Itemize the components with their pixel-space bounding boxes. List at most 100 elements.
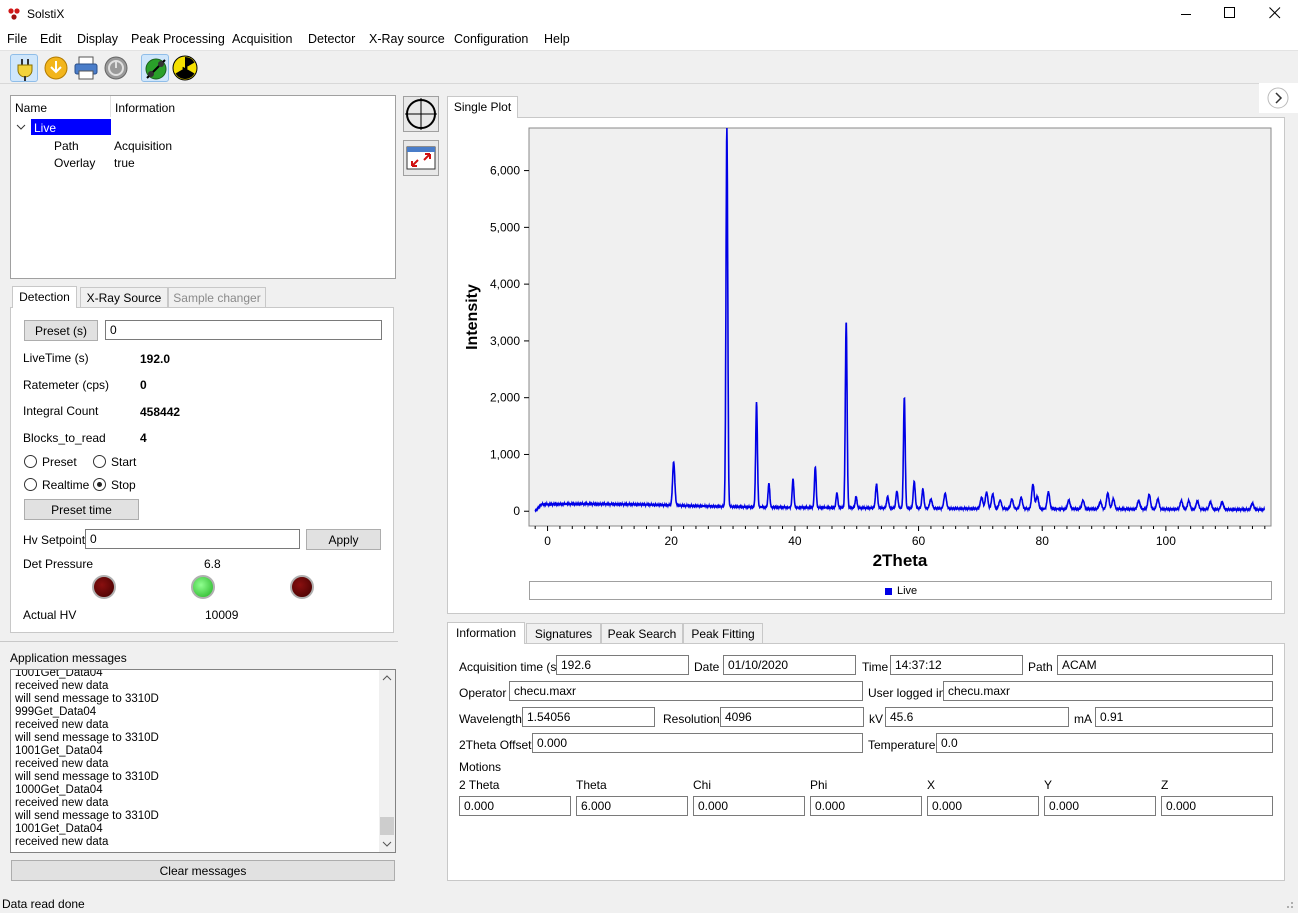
status-led-left <box>92 575 116 599</box>
motion-field[interactable]: 0.000 <box>459 796 571 816</box>
tree-row-info: Acquisition <box>114 139 173 153</box>
message-line: received new data <box>15 719 109 731</box>
status-bar: Data read done <box>0 894 1298 913</box>
tab-information[interactable]: Information <box>447 622 525 644</box>
preset-time-button[interactable]: Preset time <box>24 499 139 520</box>
livetime-value: 192.0 <box>140 352 171 366</box>
menu-edit[interactable]: Edit <box>40 32 62 46</box>
y-tick-label: 6,000 <box>490 164 520 178</box>
date-label: Date <box>694 660 720 674</box>
ma-field[interactable]: 0.91 <box>1095 707 1273 727</box>
tab-peak-fitting[interactable]: Peak Fitting <box>683 623 763 644</box>
integral-count-value: 458442 <box>140 405 181 419</box>
offset-field[interactable]: 0.000 <box>532 733 863 753</box>
tab-detection[interactable]: Detection <box>12 286 77 308</box>
offset-label: 2Theta Offset <box>459 738 532 752</box>
resolution-field[interactable]: 4096 <box>720 707 864 727</box>
stop-radio[interactable] <box>93 478 106 491</box>
tab-single-plot[interactable]: Single Plot <box>447 96 518 118</box>
motion-field[interactable]: 0.000 <box>810 796 922 816</box>
tab-peak-search[interactable]: Peak Search <box>601 623 683 644</box>
maximize-icon[interactable] <box>1223 6 1237 20</box>
wavelength-field[interactable]: 1.54056 <box>522 707 655 727</box>
realtime-radio[interactable] <box>24 478 37 491</box>
expand-window-button[interactable] <box>403 140 439 176</box>
power-button[interactable] <box>102 54 130 82</box>
ratemeter-label: Ratemeter (cps) <box>23 378 110 392</box>
menu-xray-source[interactable]: X-Ray source <box>369 32 445 46</box>
tree-row-info: true <box>114 156 135 170</box>
scroll-thumb[interactable] <box>380 817 394 835</box>
x-tick-label: 20 <box>665 534 679 548</box>
tree-root-live[interactable]: Live <box>31 119 111 135</box>
tab-signatures[interactable]: Signatures <box>526 623 601 644</box>
power-icon <box>104 56 128 80</box>
scroll-down-icon[interactable] <box>382 840 392 848</box>
y-tick-label: 5,000 <box>490 220 520 234</box>
close-icon[interactable] <box>1268 6 1282 20</box>
motion-field[interactable]: 6.000 <box>576 796 688 816</box>
motion-field[interactable]: 0.000 <box>693 796 805 816</box>
message-line: will send message to 3310D <box>15 732 159 744</box>
status-led-center <box>191 575 215 599</box>
chevron-right-icon[interactable] <box>1266 86 1290 110</box>
x-tick-label: 0 <box>544 534 551 548</box>
properties-tree: Name Information Live Path Acquisition O… <box>10 95 396 279</box>
y-tick-label: 2,000 <box>490 391 520 405</box>
message-line: will send message to 3310D <box>15 693 159 705</box>
side-expand[interactable] <box>1259 83 1298 113</box>
start-radio[interactable] <box>93 455 106 468</box>
download-icon <box>44 56 68 80</box>
radiation-button[interactable] <box>171 54 199 82</box>
chevron-down-icon[interactable] <box>16 122 26 132</box>
user-logged-field[interactable]: checu.maxr <box>943 681 1273 701</box>
messages-scrollbar[interactable] <box>379 670 395 852</box>
time-field[interactable]: 14:37:12 <box>890 655 1023 675</box>
y-tick-label: 1,000 <box>490 447 520 461</box>
menu-help[interactable]: Help <box>544 32 570 46</box>
spectrum-chart[interactable]: 0 1,000 2,000 3,000 4,000 5,000 6,000 0 20 40 60 80… <box>448 118 1284 613</box>
temperature-field[interactable]: 0.0 <box>936 733 1273 753</box>
blocks-to-read-value: 4 <box>140 431 147 445</box>
resize-grip-icon[interactable] <box>1284 899 1294 909</box>
menu-file[interactable]: File <box>7 32 28 46</box>
date-field[interactable]: 01/10/2020 <box>723 655 856 675</box>
network-button[interactable] <box>141 54 169 82</box>
menu-peak-processing[interactable]: Peak Processing <box>131 32 225 46</box>
divider <box>0 641 398 642</box>
plug-icon <box>17 59 33 81</box>
message-line: will send message to 3310D <box>15 810 159 822</box>
kv-field[interactable]: 45.6 <box>885 707 1069 727</box>
menu-detector[interactable]: Detector <box>308 32 356 46</box>
tree-header-name[interactable]: Name <box>11 96 111 117</box>
x-tick-label: 80 <box>1036 534 1050 548</box>
menu-acquisition[interactable]: Acquisition <box>232 32 293 46</box>
message-line: received new data <box>15 836 109 848</box>
tree-header-information[interactable]: Information <box>115 101 176 115</box>
preset-radio[interactable] <box>24 455 37 468</box>
download-button[interactable] <box>42 54 70 82</box>
apply-button[interactable]: Apply <box>306 529 381 550</box>
printer-button[interactable] <box>72 54 100 82</box>
motion-field[interactable]: 0.000 <box>927 796 1039 816</box>
motion-field[interactable]: 0.000 <box>1044 796 1156 816</box>
clear-messages-button[interactable]: Clear messages <box>11 860 395 881</box>
connect-button[interactable] <box>10 54 38 82</box>
menu-configuration[interactable]: Configuration <box>454 32 529 46</box>
tab-xray-source[interactable]: X-Ray Source <box>80 287 168 308</box>
path-field[interactable]: ACAM <box>1057 655 1273 675</box>
scroll-up-icon[interactable] <box>382 674 392 682</box>
hv-setpoint-input[interactable]: 0 <box>85 529 300 549</box>
network-icon <box>145 58 167 80</box>
tab-sample-changer: Sample changer <box>168 287 266 308</box>
preset-button[interactable]: Preset (s) <box>24 320 98 341</box>
preset-input[interactable]: 0 <box>105 320 382 340</box>
messages-list[interactable]: 1001Get_Data04 received new data will send… <box>10 669 396 853</box>
acq-time-field[interactable]: 192.6 <box>556 655 689 675</box>
crosshair-icon <box>405 98 437 130</box>
operator-field[interactable]: checu.maxr <box>509 681 863 701</box>
motion-field[interactable]: 0.000 <box>1161 796 1273 816</box>
crosshair-button[interactable] <box>403 96 439 132</box>
menu-display[interactable]: Display <box>77 32 118 46</box>
minimize-icon[interactable] <box>1179 7 1193 21</box>
